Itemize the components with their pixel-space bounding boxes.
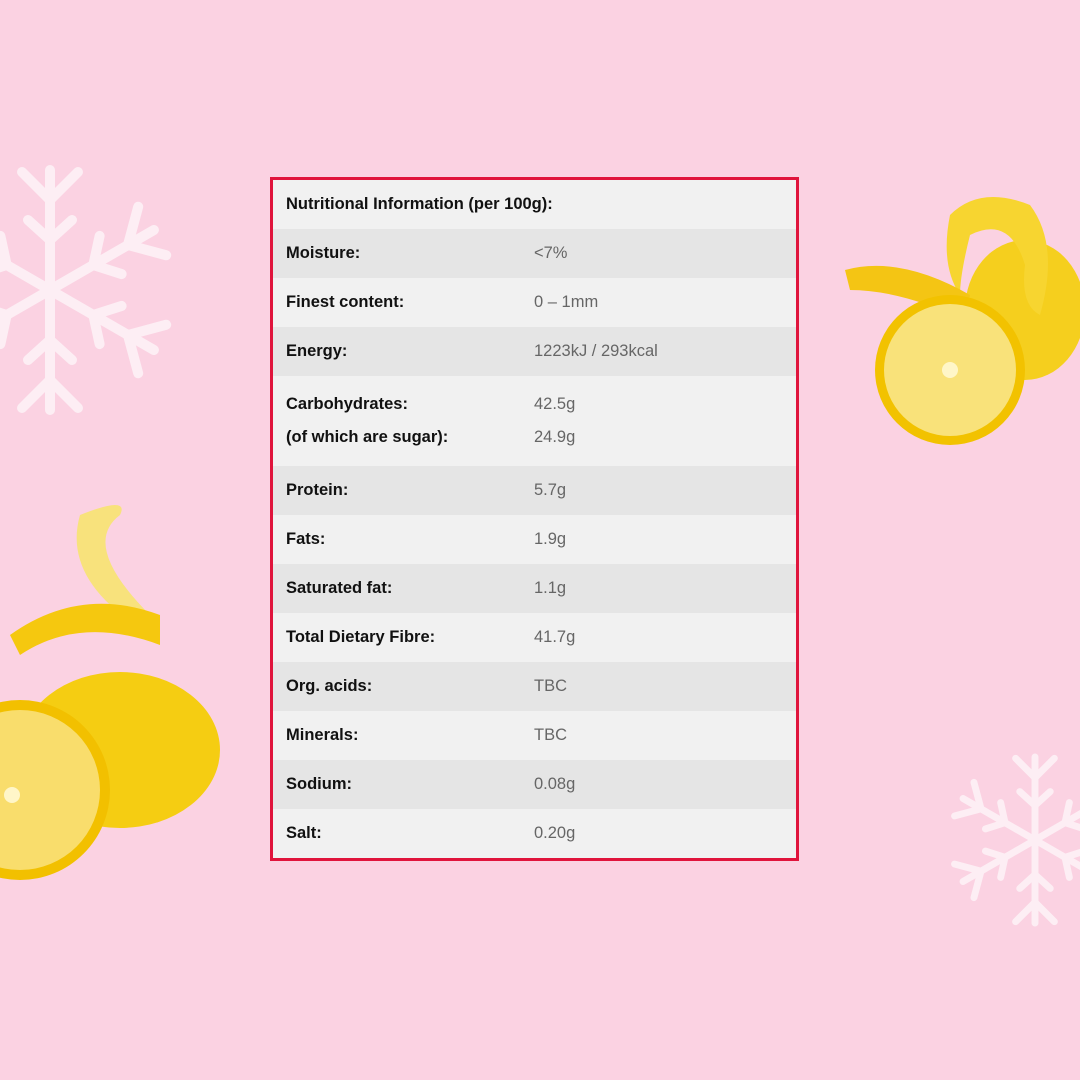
lemon-image	[0, 505, 220, 880]
row-label: Carbohydrates:	[286, 395, 408, 413]
row-value: 0 – 1mm	[534, 293, 599, 311]
row-value: 1.9g	[534, 530, 567, 548]
row-value: 1223kJ / 293kcal	[534, 342, 658, 360]
row-value: 41.7g	[534, 628, 576, 646]
table-row: Energy: 1223kJ / 293kcal	[273, 327, 796, 376]
table-row: Total Dietary Fibre: 41.7g	[273, 613, 796, 662]
row-value: 0.08g	[534, 775, 576, 793]
row-label: Org. acids:	[286, 677, 373, 695]
snowflake-icon	[945, 750, 1080, 930]
table-title: Nutritional Information (per 100g):	[286, 195, 553, 213]
table-row: Org. acids: TBC	[273, 662, 796, 711]
row-value: 1.1g	[534, 579, 567, 597]
row-label: Sodium:	[286, 775, 352, 793]
table-row: Saturated fat: 1.1g	[273, 564, 796, 613]
row-label: Salt:	[286, 824, 322, 842]
row-label: Total Dietary Fibre:	[286, 628, 436, 646]
row-sub-label: (of which are sugar):	[286, 428, 449, 446]
row-label: Fats:	[286, 530, 326, 548]
row-value: 42.5g	[534, 395, 576, 413]
row-value: 0.20g	[534, 824, 576, 842]
row-label: Moisture:	[286, 244, 361, 262]
nutrition-table: Nutritional Information (per 100g): Mois…	[270, 177, 799, 861]
row-label: Saturated fat:	[286, 579, 393, 597]
table-row: Finest content: 0 – 1mm	[273, 278, 796, 327]
row-value: TBC	[534, 726, 567, 744]
table-title-row: Nutritional Information (per 100g):	[273, 180, 796, 229]
row-label: Energy:	[286, 342, 348, 360]
table-row: Fats: 1.9g	[273, 515, 796, 564]
table-row: Minerals: TBC	[273, 711, 796, 760]
row-value: TBC	[534, 677, 567, 695]
table-row: Protein: 5.7g	[273, 466, 796, 515]
table-row: Moisture: <7%	[273, 229, 796, 278]
snowflake-icon	[0, 160, 180, 420]
row-label: Finest content:	[286, 293, 405, 311]
row-sub-value: 24.9g	[534, 428, 576, 446]
table-row: Sodium: 0.08g	[273, 760, 796, 809]
row-label: Minerals:	[286, 726, 359, 744]
table-row: Salt: 0.20g	[273, 809, 796, 858]
row-label: Protein:	[286, 481, 349, 499]
lemon-image	[845, 197, 1080, 445]
row-value: <7%	[534, 244, 568, 262]
table-row: Carbohydrates: (of which are sugar): 42.5…	[273, 376, 796, 466]
row-value: 5.7g	[534, 481, 567, 499]
